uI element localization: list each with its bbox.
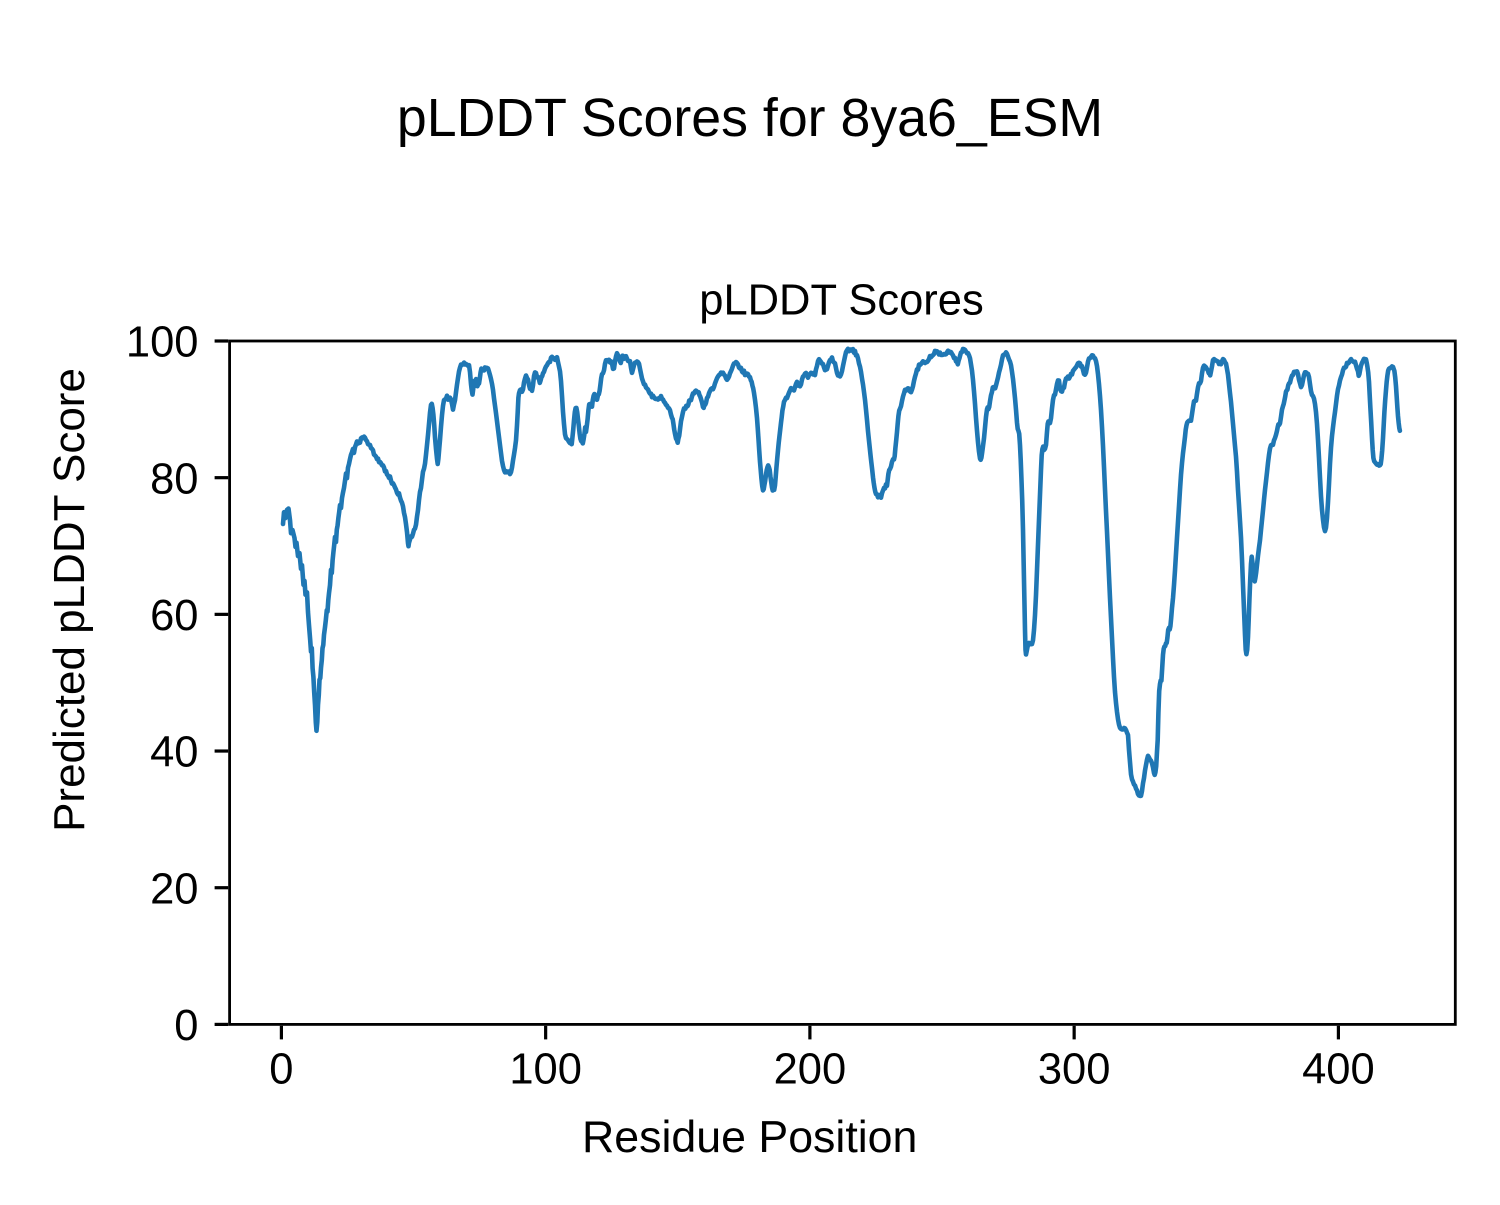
svg-text:100: 100 bbox=[509, 1046, 582, 1094]
svg-text:100: 100 bbox=[126, 319, 199, 367]
svg-text:20: 20 bbox=[150, 865, 198, 913]
svg-text:Residue Position: Residue Position bbox=[582, 1113, 917, 1162]
svg-text:pLDDT Scores for 8ya6_ESM: pLDDT Scores for 8ya6_ESM bbox=[397, 88, 1103, 148]
svg-text:300: 300 bbox=[1038, 1046, 1111, 1094]
svg-text:80: 80 bbox=[150, 455, 198, 503]
svg-text:Predicted pLDDT Score: Predicted pLDDT Score bbox=[45, 368, 94, 832]
svg-text:400: 400 bbox=[1302, 1046, 1375, 1094]
svg-text:0: 0 bbox=[174, 1002, 198, 1050]
svg-text:pLDDT Scores: pLDDT Scores bbox=[699, 277, 983, 325]
svg-text:200: 200 bbox=[774, 1046, 847, 1094]
svg-text:40: 40 bbox=[150, 729, 198, 777]
svg-text:60: 60 bbox=[150, 592, 198, 640]
svg-text:0: 0 bbox=[269, 1046, 293, 1094]
